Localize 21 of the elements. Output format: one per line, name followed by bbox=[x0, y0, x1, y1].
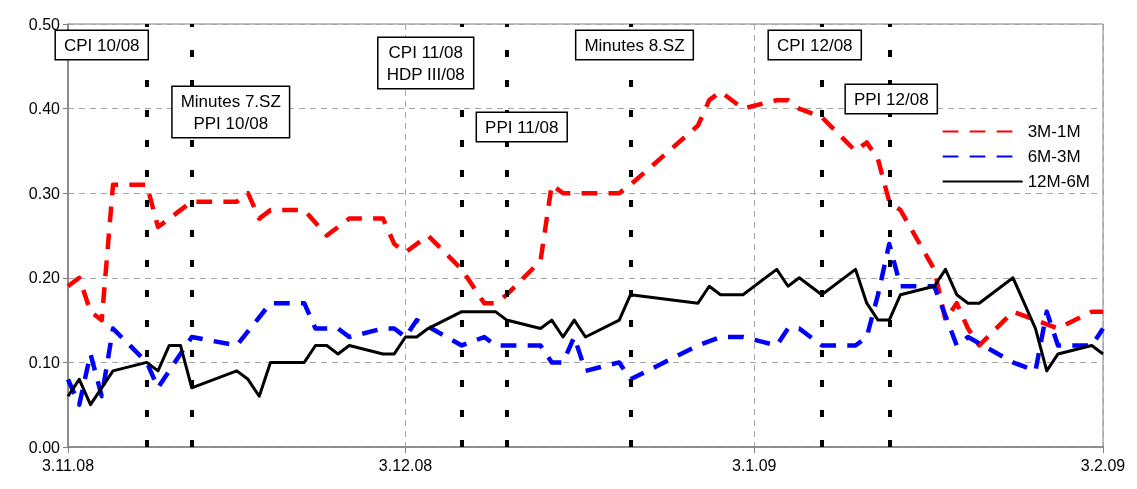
ref-line-label: CPI 11/08 HDP III/08 bbox=[386, 42, 465, 84]
ref-line-label: PPI 12/08 bbox=[853, 89, 929, 109]
ref-line-label: CPI 10/08 bbox=[63, 35, 140, 55]
x-tick-label: 3.11.08 bbox=[41, 456, 95, 474]
x-tick-label: 3.2.09 bbox=[1080, 456, 1126, 474]
legend-label: 3M-1M bbox=[1027, 122, 1081, 141]
ref-line-label: PPI 11/08 bbox=[485, 117, 559, 137]
y-tick-label: 0.30 bbox=[28, 184, 61, 202]
y-tick-label: 0.20 bbox=[28, 269, 61, 287]
y-tick-label: 0.10 bbox=[28, 353, 61, 371]
x-tick-label: 3.1.09 bbox=[732, 456, 777, 474]
y-tick-label: 0.50 bbox=[28, 15, 61, 33]
legend-label: 6M-3M bbox=[1027, 147, 1081, 166]
line-series bbox=[65, 241, 1106, 407]
y-tick-label: 0.00 bbox=[28, 438, 61, 456]
ref-line-label: Minutes 8.SZ bbox=[584, 35, 685, 55]
ref-line-label: CPI 12/08 bbox=[776, 35, 853, 55]
x-tick-label: 3.12.08 bbox=[378, 456, 433, 474]
legend-label: 12M-6M bbox=[1027, 172, 1091, 191]
ref-line-label: Minutes 7.SZ PPI 10/08 bbox=[180, 91, 281, 133]
y-tick-label: 0.40 bbox=[28, 100, 61, 118]
